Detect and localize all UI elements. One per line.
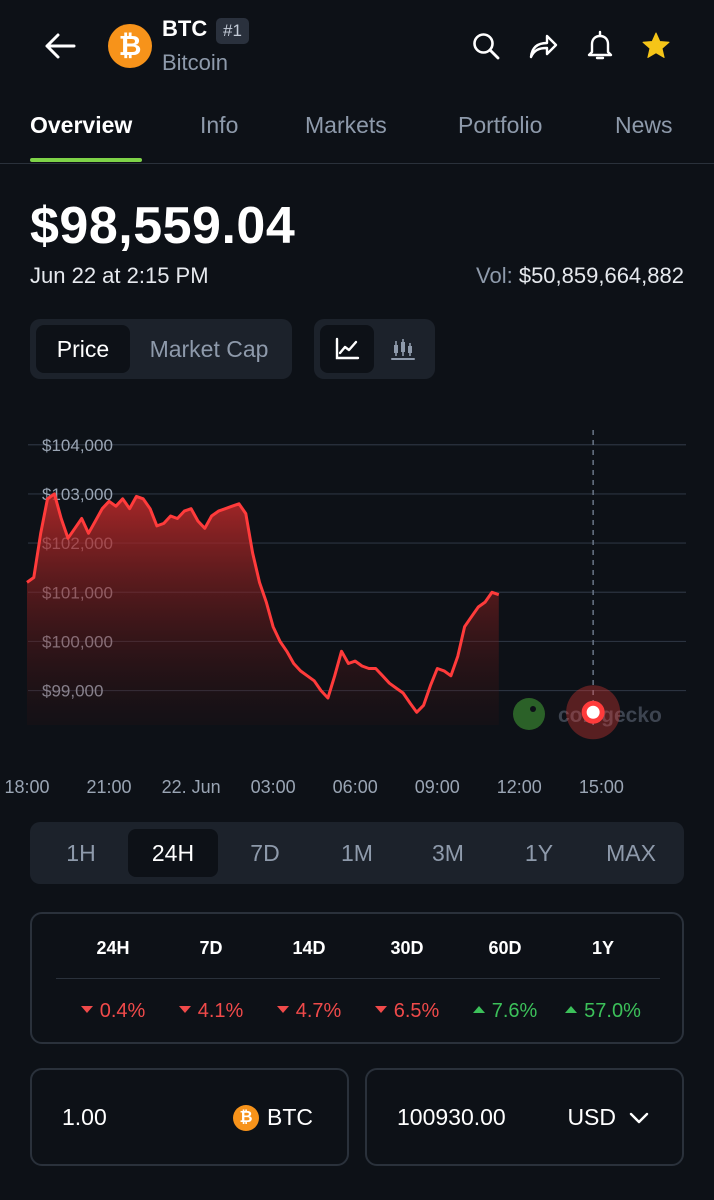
search-icon: [473, 33, 500, 60]
coin-symbol: BTC: [162, 16, 208, 41]
range-1y[interactable]: 1Y: [524, 839, 554, 866]
bell-icon: [587, 30, 613, 60]
down-triangle-icon: [374, 1006, 387, 1014]
chart-type-toggle: [314, 319, 435, 379]
tab-info[interactable]: Info: [200, 112, 239, 138]
price-marker: [581, 700, 605, 724]
range-7d[interactable]: 7D: [250, 839, 280, 866]
price-timestamp: Jun 22 at 2:15 PM: [30, 263, 209, 288]
bitcoin-icon: ₿: [233, 1104, 259, 1131]
perf-divider: [56, 978, 660, 979]
coin-name: Bitcoin: [162, 50, 229, 75]
star-icon: [642, 32, 670, 58]
converter-to[interactable]: 100930.00 USD: [365, 1068, 684, 1166]
tab-markets[interactable]: Markets: [305, 112, 387, 138]
chevron-down-icon: [629, 1112, 649, 1123]
range-1h[interactable]: 1H: [66, 839, 96, 866]
price-line: [26, 492, 500, 714]
range-max[interactable]: MAX: [606, 839, 656, 866]
y-tick-label: $103,000: [42, 485, 113, 504]
up-triangle-icon: [565, 1006, 578, 1014]
volume-label: Vol:: [476, 263, 513, 288]
range-24h[interactable]: 24H: [128, 829, 218, 877]
back-arrow-icon: [45, 33, 76, 59]
share-icon: [529, 34, 558, 59]
perf-header: 7D: [199, 938, 223, 958]
alert-button[interactable]: [580, 26, 620, 66]
perf-value: 7.6%: [457, 1000, 553, 1023]
rank-badge: #1: [216, 18, 249, 44]
section-tabs: Overview Info Markets Portfolio News: [0, 108, 714, 164]
y-tick-label: $104,000: [42, 436, 113, 455]
active-tab-indicator: [30, 158, 142, 162]
tab-portfolio[interactable]: Portfolio: [458, 112, 543, 138]
volume-value: $50,859,664,882: [518, 263, 684, 288]
from-unit: ₿ BTC: [233, 1104, 313, 1131]
up-triangle-icon: [472, 1006, 485, 1014]
currency-select[interactable]: USD: [567, 1104, 650, 1131]
candlestick-button[interactable]: [376, 325, 430, 373]
current-price: $98,559.04: [30, 197, 296, 255]
share-button[interactable]: [523, 26, 563, 66]
x-tick-label: 18:00: [4, 777, 49, 797]
candlestick-icon: [391, 339, 415, 360]
x-tick-label: 15:00: [579, 777, 624, 797]
perf-header: 24H: [96, 938, 130, 958]
perf-header: 30D: [390, 938, 424, 958]
price-area: [27, 493, 499, 725]
perf-header: 1Y: [591, 938, 615, 958]
range-1m[interactable]: 1M: [341, 839, 373, 866]
gecko-logo-icon: [513, 698, 545, 730]
price-chart[interactable]: $104,000$103,000$102,000$101,000$100,000…: [0, 420, 714, 810]
favorite-button[interactable]: [636, 26, 676, 66]
x-tick-label: 06:00: [333, 777, 378, 797]
perf-value: 57.0%: [555, 1000, 651, 1023]
time-range-selector: 1H 24H 7D 1M 3M 1Y MAX: [30, 822, 684, 884]
search-button[interactable]: [466, 26, 506, 66]
performance-table: 24H 7D 14D 30D 60D 1Y 0.4% 4.1% 4.7% 6.5…: [30, 912, 684, 1044]
line-chart-icon: [335, 337, 360, 360]
down-triangle-icon: [80, 1006, 93, 1014]
perf-header: 60D: [488, 938, 522, 958]
perf-value: 4.7%: [261, 1000, 357, 1023]
metric-toggle: Price Market Cap: [30, 319, 292, 379]
line-chart-button[interactable]: [320, 325, 374, 373]
converter-from[interactable]: 1.00 ₿ BTC: [30, 1068, 349, 1166]
x-tick-label: 09:00: [415, 777, 460, 797]
back-button[interactable]: [38, 26, 82, 66]
from-amount-input[interactable]: 1.00: [62, 1104, 107, 1130]
down-triangle-icon: [276, 1006, 289, 1014]
x-tick-label: 22. Jun: [162, 777, 221, 797]
perf-header: 14D: [292, 938, 326, 958]
x-tick-label: 12:00: [497, 777, 542, 797]
to-amount-input[interactable]: 100930.00: [397, 1104, 506, 1130]
perf-value: 0.4%: [65, 1000, 161, 1023]
range-3m[interactable]: 3M: [432, 839, 464, 866]
market-cap-toggle[interactable]: Market Cap: [149, 335, 269, 362]
volume: Vol: $50,859,664,882: [476, 263, 684, 289]
down-triangle-icon: [178, 1006, 191, 1014]
perf-value: 6.5%: [359, 1000, 455, 1023]
x-tick-label: 21:00: [87, 777, 132, 797]
price-toggle[interactable]: Price: [36, 325, 130, 373]
bitcoin-logo-icon: ₿: [108, 24, 152, 68]
tab-overview[interactable]: Overview: [30, 112, 133, 138]
perf-value: 4.1%: [163, 1000, 259, 1023]
x-tick-label: 03:00: [251, 777, 296, 797]
tab-news[interactable]: News: [615, 112, 673, 138]
